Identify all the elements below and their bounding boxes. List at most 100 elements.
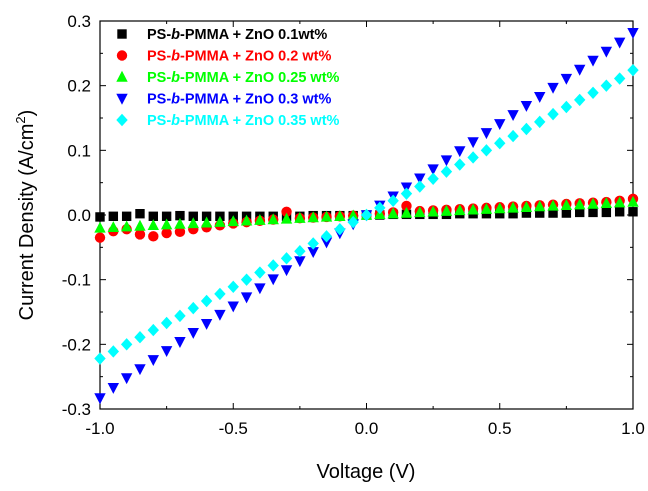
data-series-layer bbox=[94, 27, 639, 405]
data-point bbox=[94, 221, 106, 233]
legend-label: PS-b-PMMA + ZnO 0.25 wt% bbox=[147, 70, 340, 86]
series-diamond bbox=[94, 63, 639, 365]
data-point bbox=[280, 265, 293, 277]
data-point bbox=[267, 259, 279, 272]
data-point bbox=[440, 204, 453, 216]
legend-label-part: -PMMA + ZnO 0.35 wt% bbox=[180, 113, 339, 129]
data-point bbox=[174, 309, 186, 323]
data-point bbox=[107, 382, 120, 394]
data-point bbox=[574, 64, 586, 76]
data-point bbox=[494, 119, 506, 131]
data-point bbox=[507, 110, 519, 121]
y-tick-label: 0.1 bbox=[67, 141, 91, 160]
legend-label-part: PS- bbox=[147, 27, 171, 43]
data-point bbox=[134, 331, 146, 344]
data-point bbox=[600, 197, 613, 209]
data-point bbox=[147, 355, 159, 367]
legend-marker bbox=[116, 50, 128, 61]
data-point bbox=[561, 208, 572, 218]
y-tick-label: 0.2 bbox=[67, 77, 91, 96]
data-point bbox=[160, 218, 173, 230]
data-point bbox=[200, 294, 213, 308]
data-point bbox=[334, 210, 346, 221]
legend-marker bbox=[117, 29, 127, 39]
legend-label-part: PS- bbox=[147, 49, 171, 65]
data-point bbox=[200, 318, 213, 330]
data-point bbox=[108, 211, 119, 221]
data-point bbox=[214, 287, 226, 301]
data-point bbox=[587, 55, 599, 67]
data-point bbox=[427, 205, 439, 217]
x-axis: -1.0 -0.5 0.0 0.5 1.0 bbox=[85, 21, 645, 438]
y-tick-label: -0.2 bbox=[62, 335, 91, 354]
data-point bbox=[587, 197, 599, 209]
x-tick-label: 0.5 bbox=[488, 419, 512, 438]
data-point bbox=[294, 256, 306, 268]
y-axis-title: Current Density (A/cm2) bbox=[13, 110, 38, 321]
data-point bbox=[480, 144, 493, 157]
data-point bbox=[188, 211, 198, 221]
y-axis-title-main: Current Density (A/cm bbox=[16, 124, 38, 321]
data-point bbox=[227, 280, 239, 293]
data-point bbox=[320, 210, 333, 222]
data-point bbox=[387, 207, 399, 219]
data-point bbox=[520, 101, 533, 112]
data-point bbox=[535, 208, 545, 218]
data-point bbox=[534, 200, 546, 212]
data-point bbox=[627, 27, 639, 39]
data-point bbox=[280, 212, 293, 224]
legend-label-italic: b bbox=[171, 27, 180, 43]
data-point bbox=[574, 93, 586, 107]
data-point bbox=[174, 226, 186, 238]
data-point bbox=[480, 128, 493, 140]
data-point bbox=[547, 199, 559, 211]
data-point bbox=[600, 79, 613, 92]
data-point bbox=[574, 198, 586, 210]
legend-label-italic: b bbox=[171, 70, 180, 86]
y-tick-label: 0.3 bbox=[67, 12, 91, 31]
data-point bbox=[467, 137, 479, 149]
data-point bbox=[320, 230, 333, 243]
data-point bbox=[120, 373, 133, 385]
data-point bbox=[240, 214, 253, 226]
data-point bbox=[560, 100, 573, 114]
data-point bbox=[347, 209, 359, 221]
data-point bbox=[307, 211, 319, 223]
legend-label-italic: b bbox=[171, 113, 180, 129]
data-point bbox=[161, 227, 172, 239]
data-point bbox=[94, 232, 106, 243]
data-point bbox=[254, 266, 266, 279]
data-point bbox=[520, 122, 533, 136]
data-point bbox=[214, 309, 226, 321]
data-point bbox=[227, 301, 239, 313]
data-point bbox=[547, 107, 559, 121]
data-point bbox=[334, 223, 346, 236]
data-point bbox=[427, 164, 439, 176]
data-point bbox=[107, 221, 120, 232]
y-tick-label: 0.0 bbox=[67, 206, 91, 225]
data-point bbox=[174, 337, 186, 348]
data-point bbox=[495, 209, 505, 219]
data-point bbox=[187, 327, 199, 339]
data-point bbox=[560, 199, 573, 210]
data-point bbox=[575, 207, 585, 218]
data-point bbox=[400, 187, 413, 200]
legend: PS-b-PMMA + ZnO 0.1wt%PS-b-PMMA + ZnO 0.… bbox=[116, 27, 340, 129]
data-point bbox=[307, 237, 319, 250]
legend-label-part: -PMMA + ZnO 0.2 wt% bbox=[180, 49, 331, 65]
data-point bbox=[94, 393, 106, 405]
data-point bbox=[347, 215, 359, 229]
legend-label: PS-b-PMMA + ZnO 0.2 wt% bbox=[147, 49, 331, 65]
data-point bbox=[214, 215, 226, 227]
data-point bbox=[267, 274, 279, 286]
data-point bbox=[227, 215, 239, 227]
data-point bbox=[107, 345, 120, 358]
legend-marker bbox=[116, 113, 128, 127]
data-point bbox=[120, 338, 133, 351]
data-point bbox=[240, 292, 253, 304]
data-point bbox=[600, 46, 613, 58]
data-point bbox=[200, 216, 213, 228]
data-point bbox=[374, 201, 386, 215]
data-point bbox=[521, 208, 532, 218]
data-point bbox=[414, 180, 426, 193]
